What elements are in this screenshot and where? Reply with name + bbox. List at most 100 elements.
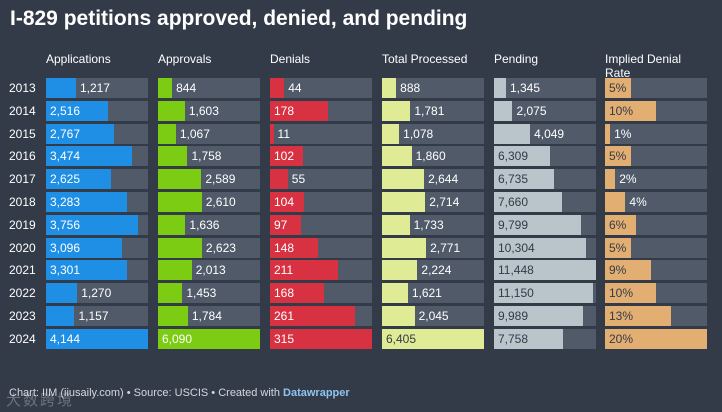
bar-approvals <box>158 100 185 121</box>
bar-track-denials: 97 <box>270 214 372 235</box>
bar-pending <box>494 283 594 304</box>
bar-pending <box>494 214 582 235</box>
bar-track-applications: 3,096 <box>46 237 148 258</box>
value-label-applications: 1,270 <box>81 286 112 301</box>
bar-total-processed <box>382 283 408 304</box>
bar-implied-denial-rate <box>605 214 636 235</box>
year-label: 2015 <box>9 126 36 141</box>
value-label-approvals: 2,589 <box>205 172 236 187</box>
value-label-total-processed: 1,733 <box>413 217 444 232</box>
bar-approvals <box>158 306 188 326</box>
bar-track-approvals: 1,784 <box>158 306 260 326</box>
bar-applications <box>46 78 76 98</box>
bar-pending <box>494 192 563 212</box>
bar-track-implied-denial-rate: 9% <box>605 260 707 281</box>
bar-track-applications: 1,157 <box>46 306 148 326</box>
bar-total-processed <box>382 169 425 190</box>
bar-track-implied-denial-rate: 20% <box>605 328 707 349</box>
bar-implied-denial-rate <box>605 169 616 190</box>
value-label-total-processed: 2,224 <box>421 263 452 278</box>
value-label-implied-denial-rate: 2% <box>619 172 637 187</box>
year-label: 2014 <box>9 103 36 118</box>
bar-track-applications: 3,474 <box>46 146 148 167</box>
bar-track-applications: 1,217 <box>46 78 148 98</box>
value-label-approvals: 2,623 <box>205 240 236 255</box>
bar-pending <box>494 100 513 121</box>
value-label-approvals: 6,090 <box>162 331 193 346</box>
value-label-denials: 55 <box>291 172 306 187</box>
value-label-approvals: 1,784 <box>191 309 222 323</box>
bar-approvals <box>158 237 202 258</box>
bar-track-applications: 4,144 <box>46 328 148 349</box>
year-label: 2018 <box>9 195 36 209</box>
bar-approvals <box>158 260 192 281</box>
bar-track-implied-denial-rate: 5% <box>605 78 707 98</box>
bar-implied-denial-rate <box>605 192 626 212</box>
bar-approvals <box>158 123 176 144</box>
value-label-pending: 6,735 <box>498 172 529 187</box>
bar-track-denials: 178 <box>270 100 372 121</box>
bar-applications <box>46 214 139 235</box>
bar-track-implied-denial-rate: 4% <box>605 192 707 212</box>
bar-total-processed <box>382 78 397 98</box>
bar-approvals <box>158 214 186 235</box>
bar-total-processed <box>382 328 484 349</box>
bar-denials <box>270 283 325 304</box>
value-label-applications: 1,217 <box>79 81 110 95</box>
year-label: 2017 <box>9 172 36 187</box>
value-label-pending: 6,309 <box>498 149 529 164</box>
value-label-pending: 2,075 <box>516 103 547 118</box>
bar-implied-denial-rate <box>605 237 631 258</box>
column-header-denials: Denials <box>270 52 311 66</box>
value-label-approvals: 1,453 <box>186 286 217 301</box>
bar-track-total-processed: 1,781 <box>382 100 484 121</box>
chart-title: I-829 petitions approved, denied, and pe… <box>10 7 468 30</box>
value-label-applications: 2,516 <box>50 103 81 118</box>
value-label-denials: 11 <box>277 126 291 141</box>
value-label-applications: 3,474 <box>50 149 81 164</box>
bar-applications <box>46 328 148 349</box>
value-label-implied-denial-rate: 5% <box>609 149 627 164</box>
bar-approvals <box>158 78 173 98</box>
bar-track-implied-denial-rate: 6% <box>605 214 707 235</box>
bar-track-pending: 1,345 <box>494 78 596 98</box>
bar-track-pending: 2,075 <box>494 100 596 121</box>
bar-total-processed <box>382 237 427 258</box>
bar-track-approvals: 6,090 <box>158 328 260 349</box>
bar-track-total-processed: 2,224 <box>382 260 484 281</box>
bar-track-total-processed: 1,733 <box>382 214 484 235</box>
bar-track-approvals: 1,067 <box>158 123 260 144</box>
bar-approvals <box>158 169 202 190</box>
value-label-total-processed: 1,860 <box>415 149 446 164</box>
year-label: 2024 <box>9 331 36 346</box>
bar-track-applications: 1,270 <box>46 283 148 304</box>
bar-implied-denial-rate <box>605 78 631 98</box>
bar-track-pending: 11,150 <box>494 283 596 304</box>
bar-implied-denial-rate <box>605 100 656 121</box>
bar-applications <box>46 146 132 167</box>
value-label-applications: 2,625 <box>50 172 81 187</box>
value-label-pending: 1,345 <box>509 81 540 95</box>
bar-pending <box>494 328 564 349</box>
bar-total-processed <box>382 192 426 212</box>
bar-track-implied-denial-rate: 10% <box>605 283 707 304</box>
value-label-total-processed: 2,714 <box>429 195 460 209</box>
bar-track-approvals: 1,453 <box>158 283 260 304</box>
bar-track-pending: 6,735 <box>494 169 596 190</box>
value-label-approvals: 1,636 <box>189 217 220 232</box>
bar-total-processed <box>382 306 415 326</box>
bar-track-implied-denial-rate: 13% <box>605 306 707 326</box>
bar-pending <box>494 260 596 281</box>
bar-track-total-processed: 1,860 <box>382 146 484 167</box>
bar-applications <box>46 260 128 281</box>
chart-footer: Chart: IIM (iiusaily.com) • Source: USCI… <box>9 387 350 399</box>
bar-total-processed <box>382 146 412 167</box>
datawrapper-link[interactable]: Datawrapper <box>283 387 350 399</box>
bar-denials <box>270 328 372 349</box>
value-label-implied-denial-rate: 5% <box>609 240 627 255</box>
value-label-denials: 104 <box>274 195 295 209</box>
bar-total-processed <box>382 100 411 121</box>
bar-pending <box>494 123 531 144</box>
bar-track-approvals: 2,589 <box>158 169 260 190</box>
bar-track-pending: 9,799 <box>494 214 596 235</box>
